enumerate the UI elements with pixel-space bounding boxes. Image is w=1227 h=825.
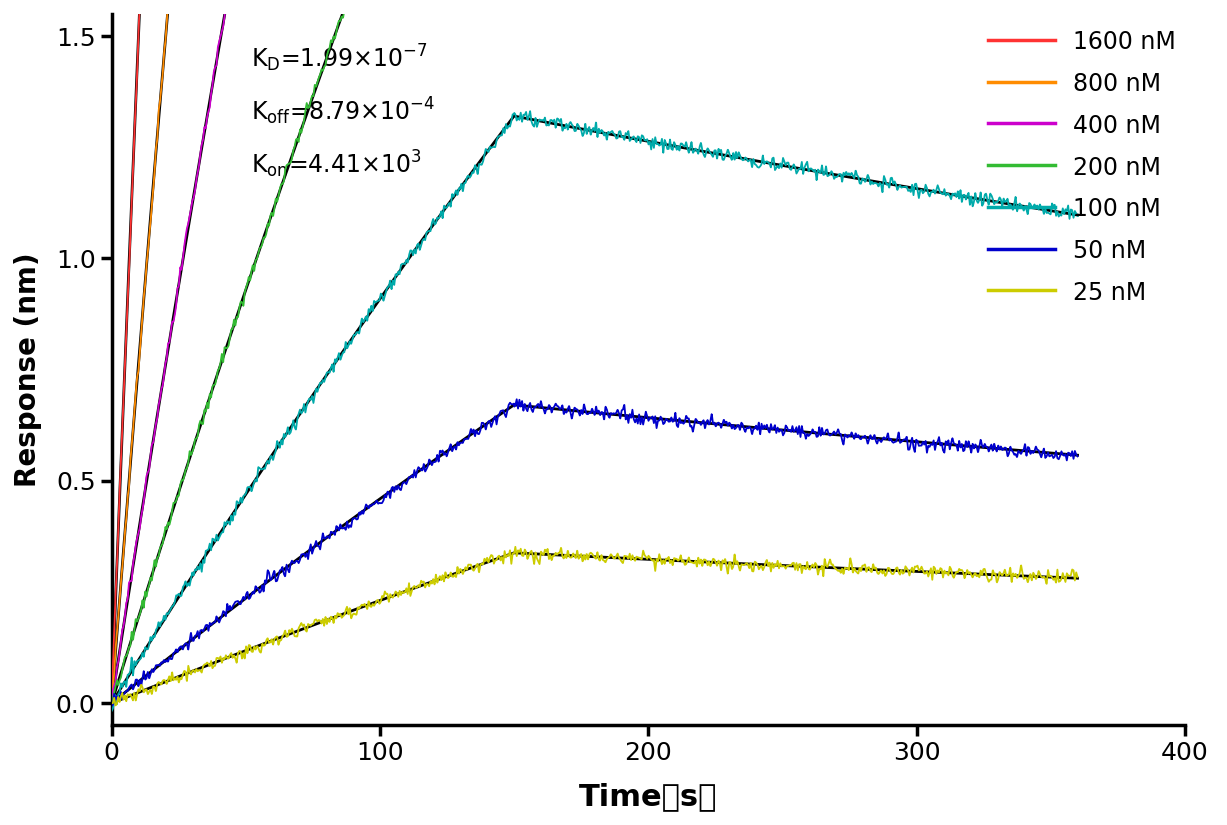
400 nM <box>104 696 119 706</box>
25 nM <box>913 563 928 573</box>
50 nM <box>825 429 839 439</box>
Text: K$_\mathrm{off}$=8.79×10$^{-4}$: K$_\mathrm{off}$=8.79×10$^{-4}$ <box>252 96 436 127</box>
100 nM <box>913 186 928 196</box>
25 nM <box>627 555 642 565</box>
Legend: 1600 nM, 800 nM, 400 nM, 200 nM, 100 nM, 50 nM, 25 nM: 1600 nM, 800 nM, 400 nM, 200 nM, 100 nM,… <box>977 19 1188 317</box>
50 nM <box>164 654 179 664</box>
25 nM <box>164 668 179 678</box>
Line: 800 nM: 800 nM <box>112 0 1077 702</box>
Text: K$_\mathrm{on}$=4.41×10$^{3}$: K$_\mathrm{on}$=4.41×10$^{3}$ <box>252 149 422 181</box>
Line: 25 nM: 25 nM <box>112 547 1077 705</box>
50 nM <box>627 417 642 427</box>
Line: 400 nM: 400 nM <box>112 0 1077 701</box>
100 nM <box>104 706 119 716</box>
Line: 50 nM: 50 nM <box>112 399 1077 706</box>
Text: K$_\mathrm{D}$=1.99×10$^{-7}$: K$_\mathrm{D}$=1.99×10$^{-7}$ <box>252 42 428 73</box>
50 nM <box>509 394 524 404</box>
50 nM <box>994 443 1009 453</box>
X-axis label: Time（s）: Time（s） <box>579 782 718 811</box>
25 nM <box>1070 572 1085 582</box>
100 nM <box>405 247 420 257</box>
50 nM <box>1070 451 1085 461</box>
50 nM <box>104 701 119 711</box>
25 nM <box>108 700 123 710</box>
100 nM <box>164 602 179 612</box>
50 nM <box>913 441 928 450</box>
400 nM <box>164 320 179 330</box>
100 nM <box>627 134 642 144</box>
Y-axis label: Response (nm): Response (nm) <box>13 252 42 487</box>
25 nM <box>104 698 119 708</box>
100 nM <box>994 198 1009 208</box>
50 nM <box>405 471 420 481</box>
Line: 1600 nM: 1600 nM <box>112 0 1077 701</box>
25 nM <box>508 542 523 552</box>
Line: 200 nM: 200 nM <box>112 0 1077 707</box>
200 nM <box>104 702 119 712</box>
100 nM <box>523 106 537 116</box>
25 nM <box>405 585 420 595</box>
1600 nM <box>104 696 119 706</box>
Line: 100 nM: 100 nM <box>112 111 1077 711</box>
25 nM <box>826 559 840 569</box>
100 nM <box>825 168 839 178</box>
100 nM <box>1070 211 1085 221</box>
25 nM <box>994 570 1009 580</box>
800 nM <box>104 697 119 707</box>
200 nM <box>164 508 179 518</box>
